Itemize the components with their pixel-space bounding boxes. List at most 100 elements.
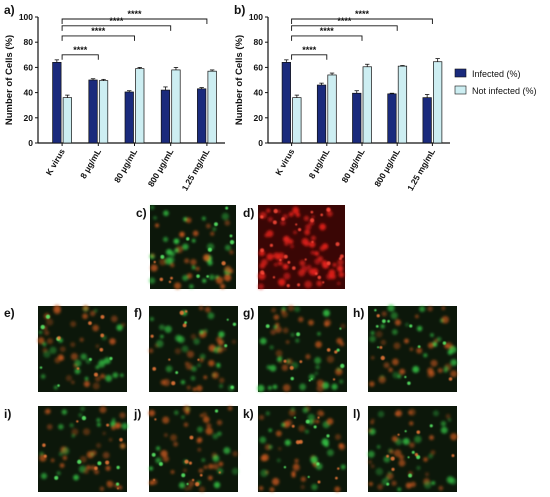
- bright-cell: [317, 416, 320, 419]
- bar-infected: [352, 92, 362, 144]
- y-tick-label: 0: [28, 138, 33, 148]
- cell: [405, 482, 412, 489]
- cell: [199, 357, 204, 363]
- cell: [340, 323, 346, 329]
- bright-cell: [232, 322, 237, 326]
- cell: [182, 243, 189, 250]
- cell: [430, 450, 436, 455]
- micrograph-f: f): [134, 305, 238, 392]
- cell: [287, 238, 294, 245]
- bright-cell: [305, 419, 310, 424]
- cell: [206, 423, 212, 429]
- cell: [275, 430, 282, 437]
- cell: [95, 365, 100, 370]
- cell: [53, 304, 61, 313]
- cell: [386, 472, 394, 480]
- cell: [415, 314, 419, 319]
- cell: [148, 409, 156, 417]
- cell: [197, 447, 202, 452]
- cell: [93, 308, 98, 313]
- cell: [423, 353, 428, 358]
- bright-cell: [287, 260, 291, 264]
- cell: [232, 451, 238, 457]
- cell: [323, 309, 330, 317]
- cell: [408, 410, 413, 415]
- cell: [105, 374, 113, 382]
- cell: [95, 344, 100, 348]
- panel-label: h): [353, 306, 364, 320]
- cell: [368, 460, 373, 464]
- cell: [216, 347, 223, 354]
- micrograph-l: l): [353, 406, 458, 492]
- bright-cell: [40, 324, 45, 330]
- cell: [429, 435, 434, 441]
- cell: [308, 374, 315, 380]
- cell: [450, 433, 458, 441]
- cell: [182, 405, 191, 413]
- bright-cell: [168, 358, 171, 361]
- cell-layer: [148, 405, 239, 493]
- cell: [216, 336, 222, 343]
- bright-cell: [269, 243, 274, 247]
- cell: [116, 324, 123, 331]
- bright-cell: [43, 454, 47, 458]
- cell: [218, 384, 224, 389]
- cell: [331, 383, 338, 390]
- bright-cell: [291, 424, 295, 428]
- bright-cell: [281, 217, 285, 221]
- cell: [46, 338, 54, 345]
- cell: [42, 342, 47, 347]
- bright-cell: [295, 223, 298, 226]
- cell: [65, 375, 72, 382]
- cell: [369, 381, 375, 387]
- cell: [322, 243, 329, 250]
- cell: [179, 231, 185, 238]
- significance-label: ****: [109, 16, 124, 26]
- cell: [338, 443, 346, 451]
- cell: [427, 342, 434, 349]
- cell: [108, 438, 113, 442]
- bright-cell: [170, 276, 173, 280]
- cell: [163, 210, 169, 217]
- cell: [375, 467, 384, 476]
- cell: [340, 464, 346, 470]
- cell: [326, 210, 333, 217]
- cell: [273, 314, 280, 320]
- cell: [278, 261, 283, 266]
- cell: [174, 410, 179, 415]
- cell: [257, 283, 264, 290]
- significance-bracket: [291, 18, 433, 24]
- micrograph-e: e): [4, 304, 127, 392]
- category-label: 8 μg/mL: [78, 147, 103, 180]
- bright-cell-layer: [283, 416, 340, 484]
- panel-label: f): [134, 306, 142, 320]
- significance-label: ****: [320, 26, 335, 36]
- cell: [310, 235, 316, 241]
- cell: [377, 410, 385, 418]
- legend-swatch-infected: [454, 68, 467, 78]
- cell: [389, 449, 394, 454]
- cell: [397, 487, 402, 492]
- bright-cell: [188, 461, 192, 465]
- cell: [319, 223, 326, 231]
- cell: [70, 321, 77, 328]
- cell: [314, 357, 322, 365]
- cell: [163, 236, 169, 242]
- cell: [311, 215, 315, 219]
- cell: [212, 463, 219, 470]
- cell: [368, 481, 373, 487]
- cell: [111, 315, 118, 323]
- cell: [201, 216, 206, 221]
- cell: [416, 325, 423, 332]
- legend-label-infected: Infected (%): [472, 69, 521, 79]
- cell: [80, 353, 87, 360]
- cell: [444, 343, 450, 349]
- panel-label: i): [4, 407, 11, 421]
- cell: [190, 333, 197, 340]
- bright-cell: [448, 377, 453, 381]
- cell: [203, 254, 210, 262]
- bar-not-infected: [98, 80, 109, 144]
- cell: [308, 269, 312, 273]
- bright-cell: [159, 277, 164, 282]
- cell: [416, 347, 423, 354]
